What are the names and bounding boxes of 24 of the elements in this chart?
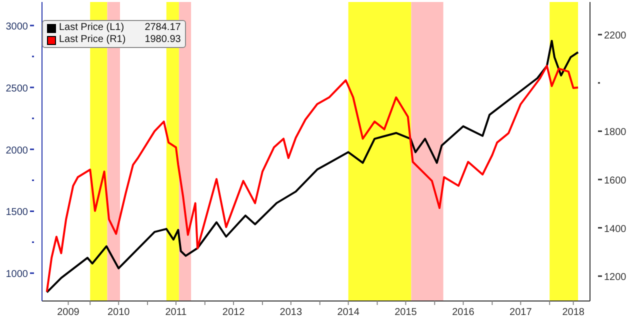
- y2-tick-label: 1800: [604, 127, 627, 138]
- legend-label: Last Price (L1): [59, 22, 126, 34]
- x-tick-label: 2017: [510, 307, 532, 318]
- x-tick-label: 2014: [337, 307, 360, 318]
- y-tick-label: 2000: [6, 145, 28, 156]
- y2-tick-label: 1600: [604, 176, 627, 187]
- y2-tick-label: 1400: [604, 224, 627, 235]
- x-tick-label: 2010: [107, 307, 130, 318]
- y2-tick-label: 2200: [604, 30, 627, 42]
- x-tick-label: 2016: [452, 307, 475, 318]
- y-tick-label: 1500: [6, 207, 28, 218]
- annotation: 2784.17: [144, 22, 181, 34]
- x-tick-label: 2011: [165, 307, 188, 318]
- y2-tick-label: 1200: [604, 272, 627, 284]
- x-tick-label: 2018: [562, 307, 585, 318]
- x-tick-label: 2013: [280, 307, 302, 318]
- legend-label: Last Price (R1): [59, 34, 126, 46]
- y-tick-label: 3000: [6, 22, 28, 33]
- y-tick-label: 2500: [6, 83, 28, 94]
- x-tick-label: 2009: [57, 307, 80, 318]
- y-tick-label: 1000: [6, 269, 28, 280]
- annotation: 1980.93: [144, 34, 181, 46]
- x-tick-label: 2012: [222, 307, 246, 318]
- x-tick-label: 2015: [394, 307, 418, 318]
